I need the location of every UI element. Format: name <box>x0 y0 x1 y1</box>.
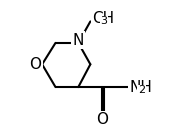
Text: N: N <box>73 33 84 48</box>
Text: 3: 3 <box>100 16 107 26</box>
Text: CH: CH <box>92 11 115 26</box>
Text: O: O <box>96 112 108 127</box>
Text: O: O <box>29 57 41 72</box>
Text: 2: 2 <box>138 85 145 95</box>
Text: NH: NH <box>129 80 152 95</box>
